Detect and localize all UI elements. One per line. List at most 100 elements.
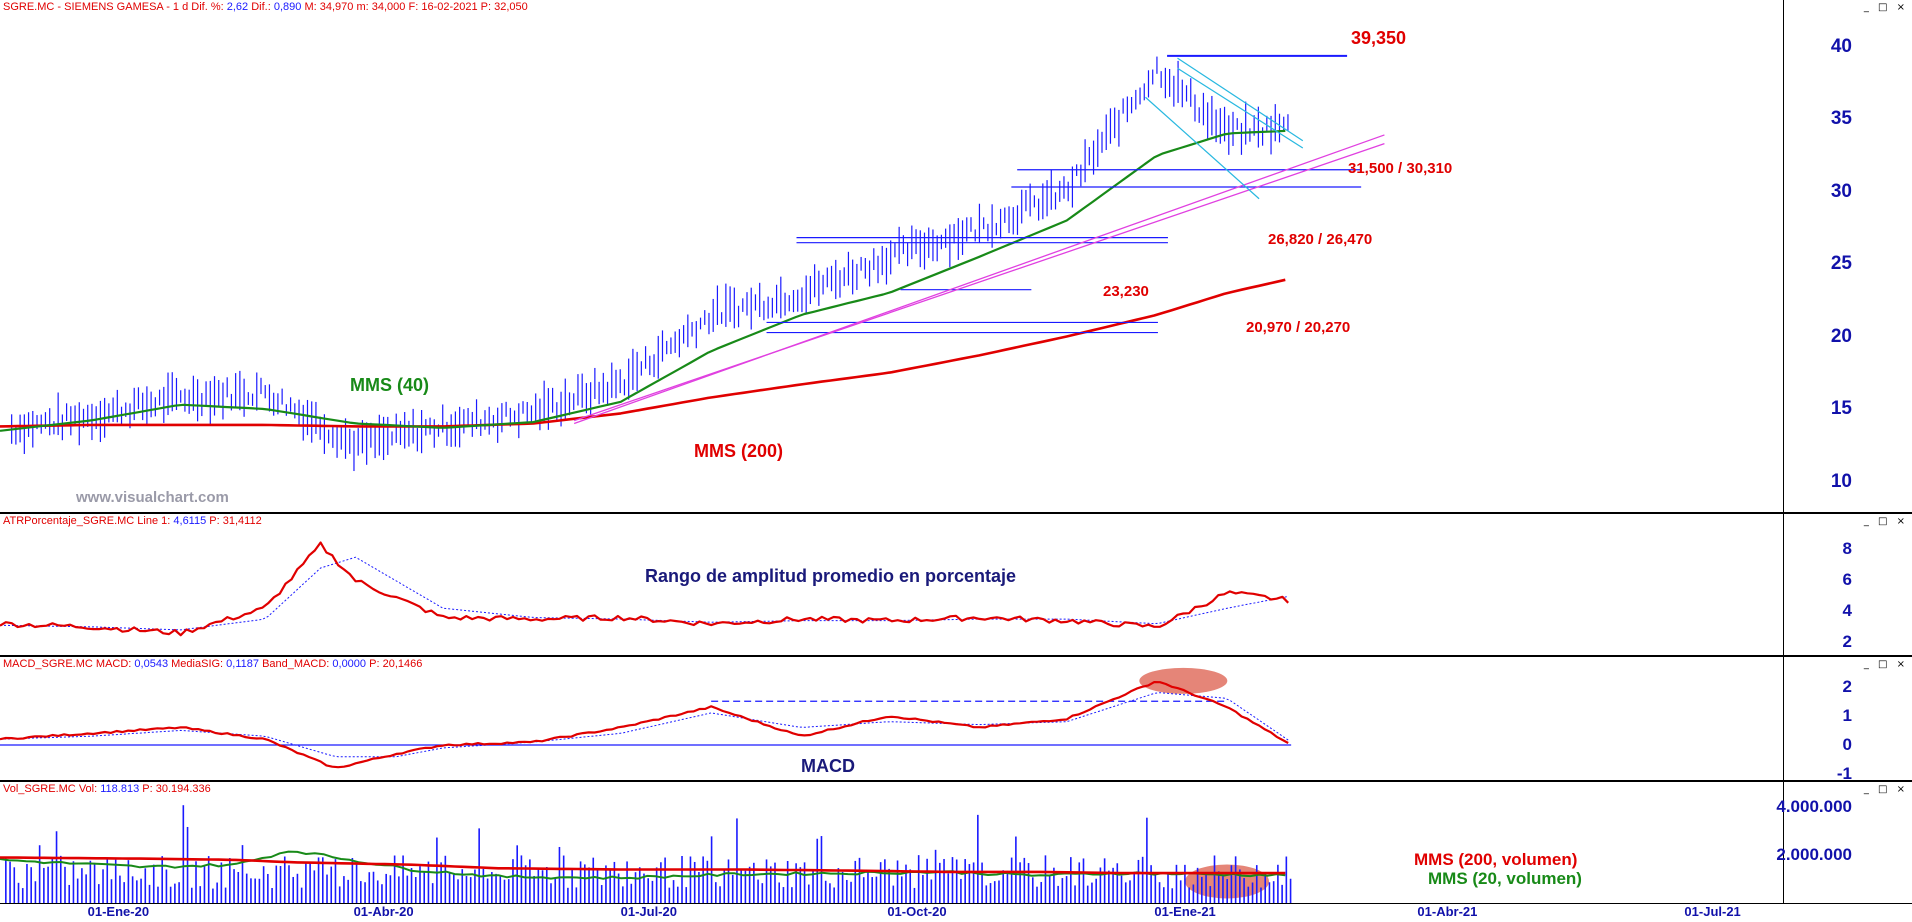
atr-p-label: P: xyxy=(209,515,220,527)
vol-value: 118.813 xyxy=(100,783,140,795)
macd-plot-area[interactable] xyxy=(0,657,1784,780)
channel-top-2 xyxy=(1177,67,1304,149)
price-panel[interactable]: SGRE.MC - SIEMENS GAMESA - 1 d Dif. %: 2… xyxy=(0,0,1912,514)
atr-window-buttons[interactable]: _ □ × xyxy=(1863,516,1908,527)
y-tick-label: 15 xyxy=(1830,398,1852,419)
y-tick-label: 1 xyxy=(1842,705,1852,725)
dif-pct-label: Dif. %: xyxy=(191,1,224,13)
macd-panel[interactable]: MACD_SGRE.MC MACD: 0,0543 MediaSIG: 0,11… xyxy=(0,657,1912,784)
price-window-buttons[interactable]: _ □ × xyxy=(1863,2,1908,13)
y-tick-label: 4.000.000 xyxy=(1776,797,1852,817)
x-tick-label: 01-Abr-20 xyxy=(353,904,414,919)
y-tick-label: 30 xyxy=(1830,180,1852,202)
min-label: m: xyxy=(356,1,369,13)
annotation-r3: 23,230 xyxy=(1103,283,1149,300)
max-value: 34,970 xyxy=(319,1,354,13)
vol-name: Vol_SGRE.MC xyxy=(3,783,76,795)
atr-p-value: 31,4112 xyxy=(222,515,262,527)
y-tick-label: 0 xyxy=(1842,735,1852,754)
volume-mms200-line xyxy=(0,856,1286,875)
y-tick-label: 20 xyxy=(1830,325,1852,347)
atr-line-label: Line 1: xyxy=(137,515,171,527)
sig-value: 0,1187 xyxy=(226,658,259,670)
atr-line xyxy=(0,541,1289,637)
atr-caption: Rango de amplitud promedio en porcentaje xyxy=(645,566,1017,586)
macd-caption: MACD xyxy=(801,756,855,776)
vol-p-label: P: xyxy=(142,783,153,795)
trendline-1 xyxy=(573,143,1385,422)
volume-plot-area[interactable] xyxy=(0,782,1784,903)
annotation-top: 39,350 xyxy=(1351,28,1407,48)
date-value: 16-02-2021 xyxy=(421,1,478,13)
macd-p-value: 20,1466 xyxy=(382,658,423,670)
volume-chart xyxy=(0,805,1292,903)
macd-value: 0,0543 xyxy=(134,658,169,670)
x-tick-label: 01-Ene-20 xyxy=(87,904,150,919)
macd-label: MACD: xyxy=(95,658,132,670)
interval: - 1 d xyxy=(166,1,189,13)
max-label: M: xyxy=(304,1,317,13)
channel-bottom xyxy=(1145,96,1260,200)
macd-p-label: P: xyxy=(369,658,380,670)
macd-line xyxy=(0,681,1289,769)
channel-top xyxy=(1177,57,1304,142)
dif-pct-value: 2,62 xyxy=(226,1,249,13)
y-tick-label: 8 xyxy=(1842,539,1852,559)
atr-plot-area[interactable] xyxy=(0,514,1784,655)
mms200-line xyxy=(0,278,1286,428)
x-tick-label: 01-Abr-21 xyxy=(1417,904,1478,919)
y-tick-label: 40 xyxy=(1830,35,1852,57)
price-plot-area[interactable] xyxy=(0,0,1784,512)
y-tick-label: 4 xyxy=(1842,601,1852,621)
vol-label: Vol: xyxy=(78,783,98,795)
macd-header: MACD_SGRE.MC MACD: 0,0543 MediaSIG: 0,11… xyxy=(3,658,422,670)
macd-window-buttons[interactable]: _ □ × xyxy=(1863,659,1908,670)
atr-name: ATRPorcentaje_SGRE.MC xyxy=(3,515,135,527)
y-tick-label: 35 xyxy=(1830,108,1852,129)
band-label: Band_MACD: xyxy=(262,658,330,670)
y-tick-label: 2.000.000 xyxy=(1776,845,1852,865)
volume-header: Vol_SGRE.MC Vol: 118.813 P: 30.194.336 xyxy=(3,783,211,795)
symbol-name: SGRE.MC - SIEMENS GAMESA xyxy=(3,1,164,13)
x-tick-label: 01-Jul-21 xyxy=(1684,904,1741,919)
macd-highlight xyxy=(1139,667,1228,694)
volume-mms20-line xyxy=(0,850,1286,880)
y-tick-label: 2 xyxy=(1842,676,1852,696)
p-label: P: xyxy=(480,1,492,13)
volume-window-buttons[interactable]: _ □ × xyxy=(1863,784,1908,795)
atr-header: ATRPorcentaje_SGRE.MC Line 1: 4,6115 P: … xyxy=(3,515,262,527)
y-tick-label: 6 xyxy=(1842,570,1852,590)
annotation-mms200: MMS (200) xyxy=(694,441,784,461)
macd-chart xyxy=(0,667,1292,769)
min-value: 34,000 xyxy=(371,1,406,13)
legend-mms20-volume: MMS (20, volumen) xyxy=(1428,869,1582,888)
y-tick-label: 10 xyxy=(1830,470,1852,492)
annotation-r4: 20,970 / 20,270 xyxy=(1246,319,1351,336)
dif-label: Dif.: xyxy=(251,1,271,13)
atr-line-value: 4,6115 xyxy=(173,515,207,527)
vol-p-value: 30.194.336 xyxy=(155,783,211,795)
x-tick-label: 01-Oct-20 xyxy=(887,904,947,919)
price-chart xyxy=(0,54,1385,472)
atr-chart xyxy=(0,541,1289,637)
date-label: F: xyxy=(408,1,419,13)
x-tick-label: 01-Jul-20 xyxy=(620,904,677,919)
price-header: SGRE.MC - SIEMENS GAMESA - 1 d Dif. %: 2… xyxy=(3,1,528,13)
dif-value: 0,890 xyxy=(273,1,302,13)
atr-panel[interactable]: ATRPorcentaje_SGRE.MC Line 1: 4,6115 P: … xyxy=(0,514,1912,657)
macd-name: MACD_SGRE.MC xyxy=(3,658,93,670)
annotation-mms40: MMS (40) xyxy=(350,375,430,395)
macd-signal-line xyxy=(0,692,1289,758)
legend-mms200-volume: MMS (200, volumen) xyxy=(1414,850,1578,869)
p-value: 32,050 xyxy=(494,1,528,13)
y-tick-label: -1 xyxy=(1836,764,1852,784)
volume-panel[interactable]: Vol_SGRE.MC Vol: 118.813 P: 30.194.336 _… xyxy=(0,782,1912,904)
annotation-r2: 26,820 / 26,470 xyxy=(1268,231,1373,248)
band-value: 0,0000 xyxy=(332,658,367,670)
annotation-r1: 31,500 / 30,310 xyxy=(1348,160,1453,177)
mms40-line xyxy=(0,129,1286,432)
trendline-2 xyxy=(573,134,1385,425)
watermark: www.visualchart.com xyxy=(76,489,229,506)
y-tick-label: 2 xyxy=(1842,632,1852,652)
sig-label: MediaSIG: xyxy=(171,658,224,670)
